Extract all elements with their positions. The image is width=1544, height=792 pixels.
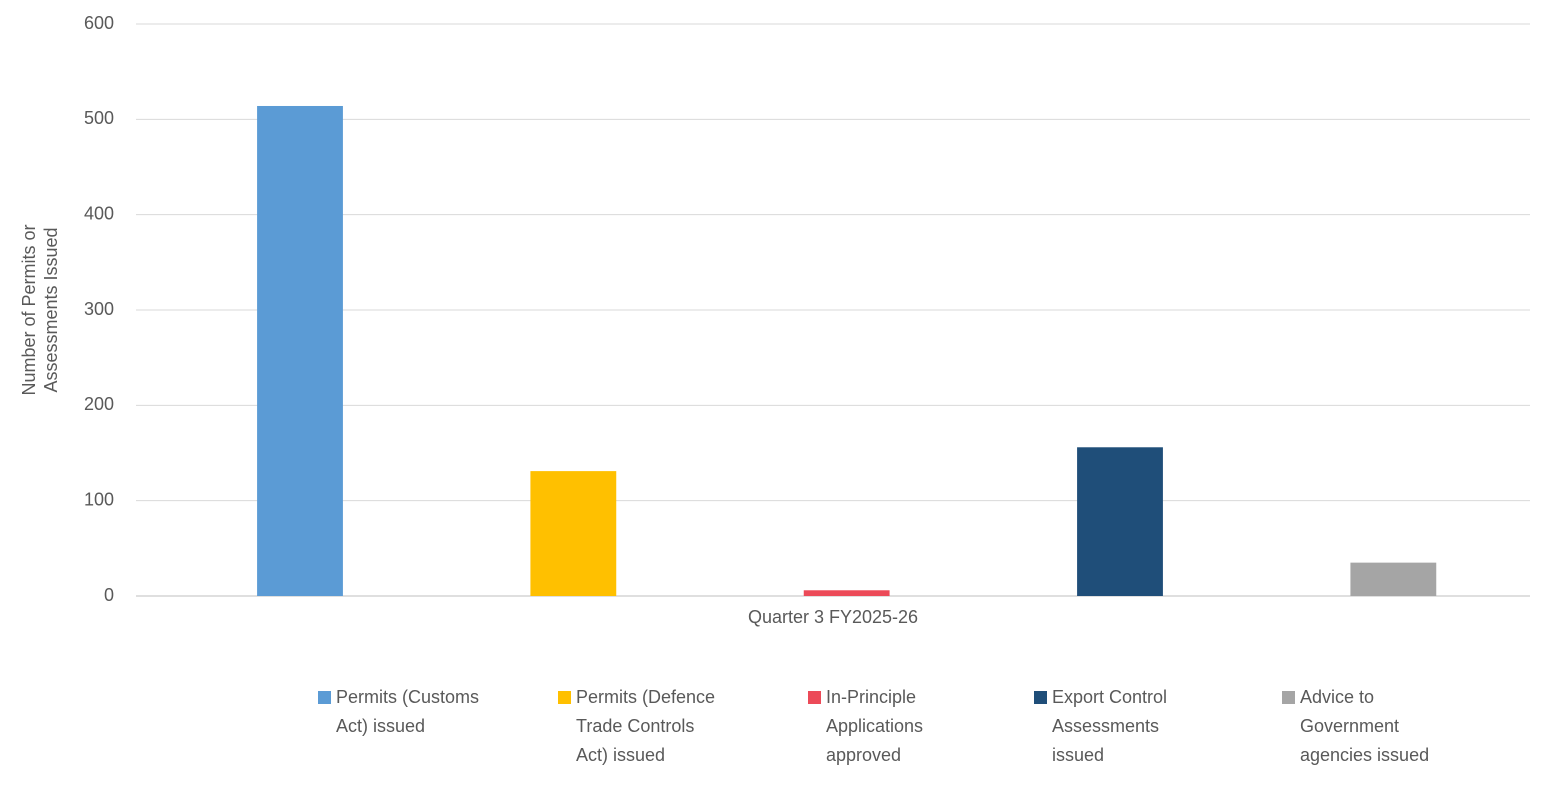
y-tick-label: 300	[84, 299, 114, 319]
bar	[257, 105, 343, 596]
y-tick-label: 200	[84, 394, 114, 414]
y-tick-label: 600	[84, 13, 114, 33]
y-tick-label: 0	[104, 585, 114, 605]
bar	[1077, 447, 1163, 596]
legend-item: Export Control Assessments issued	[1034, 683, 1202, 770]
legend-label: Export Control Assessments issued	[1052, 687, 1168, 765]
legend-label: Advice to Government agencies issued	[1300, 687, 1430, 765]
bar	[803, 590, 890, 596]
x-tick-label: Quarter 3 FY2025-26	[748, 607, 918, 627]
y-tick-label: 400	[84, 203, 114, 223]
legend-item: In-Principle Applications approved	[808, 683, 976, 770]
legend-label: Permits (Customs Act) issued	[336, 687, 480, 736]
legend-swatch	[318, 691, 331, 704]
legend-swatch	[1282, 691, 1295, 704]
legend-item: Permits (Customs Act) issued	[318, 683, 486, 741]
legend-swatch	[558, 691, 571, 704]
bar	[530, 471, 617, 596]
legend-item: Permits (Defence Trade Controls Act) iss…	[558, 683, 716, 770]
y-tick-label: 500	[84, 108, 114, 128]
legend-swatch	[808, 691, 821, 704]
y-tick-label: 100	[84, 489, 114, 509]
legend-label: In-Principle Applications approved	[826, 687, 924, 765]
legend-item: Advice to Government agencies issued	[1282, 683, 1450, 770]
bar	[1350, 562, 1437, 596]
legend-label: Permits (Defence Trade Controls Act) iss…	[576, 687, 716, 765]
legend-swatch	[1034, 691, 1047, 704]
y-axis-label: Number of Permits or Assessments Issued	[19, 224, 61, 396]
